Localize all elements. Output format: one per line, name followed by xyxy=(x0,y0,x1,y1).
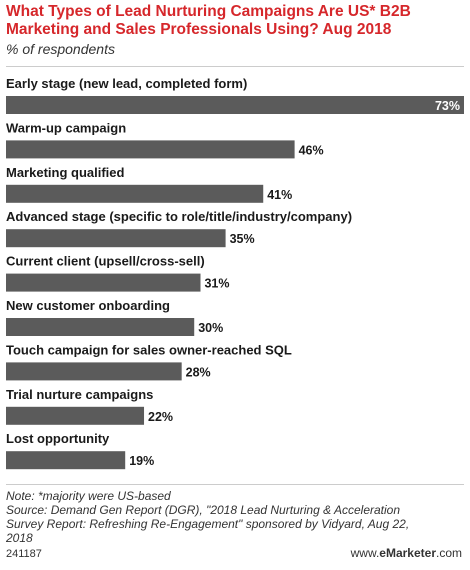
category-label: Trial nurture campaigns xyxy=(6,387,153,402)
chart-footer: Note: *majority were US-based Source: De… xyxy=(6,489,464,545)
chart-id: 241187 xyxy=(6,548,42,560)
footer-source-line-1: Source: Demand Gen Report (DGR), "2018 L… xyxy=(6,503,401,517)
bar xyxy=(6,451,126,470)
brand-prefix: www. xyxy=(350,546,380,560)
bar xyxy=(6,318,195,336)
footer-source-line-2: Survey Report: Refreshing Re-Engagement"… xyxy=(6,517,410,531)
value-label: 46% xyxy=(299,143,324,157)
bar xyxy=(6,406,145,425)
value-label: 41% xyxy=(267,188,292,202)
value-label: 22% xyxy=(148,410,173,424)
brand-link[interactable]: www.eMarketer.com xyxy=(351,546,462,560)
bar xyxy=(6,273,201,292)
value-label: 31% xyxy=(204,277,229,291)
value-label: 28% xyxy=(186,365,211,379)
value-label: 30% xyxy=(198,321,223,335)
category-label: Warm-up campaign xyxy=(6,120,126,135)
category-label: Marketing qualified xyxy=(6,165,125,180)
value-label: 73% xyxy=(435,99,460,113)
value-label: 35% xyxy=(230,232,255,246)
bottom-divider xyxy=(6,484,464,485)
bar xyxy=(6,362,182,381)
category-label: Touch campaign for sales owner-reached S… xyxy=(6,342,292,357)
bar-chart: Early stage (new lead, completed form) 73… xyxy=(6,76,464,470)
category-label: New customer onboarding xyxy=(6,298,170,313)
category-label: Lost opportunity xyxy=(6,431,110,446)
bar xyxy=(6,96,464,114)
chart-title: What Types of Lead Nurturing Campaigns A… xyxy=(6,3,411,38)
category-label: Early stage (new lead, completed form) xyxy=(6,76,247,91)
footer-note: Note: *majority were US-based xyxy=(6,489,171,503)
value-label: 19% xyxy=(129,454,154,468)
brand-suffix: .com xyxy=(435,546,462,560)
category-label: Current client (upsell/cross-sell) xyxy=(6,254,205,269)
chart-subtitle: % of respondents xyxy=(6,41,115,57)
bar xyxy=(6,229,226,248)
footer-source-line-3: 2018 xyxy=(6,531,33,545)
top-divider xyxy=(6,66,464,67)
brand-name: eMarketer xyxy=(379,546,436,560)
bar xyxy=(6,184,264,203)
bar xyxy=(6,140,295,159)
category-label: Advanced stage (specific to role/title/i… xyxy=(6,209,352,224)
